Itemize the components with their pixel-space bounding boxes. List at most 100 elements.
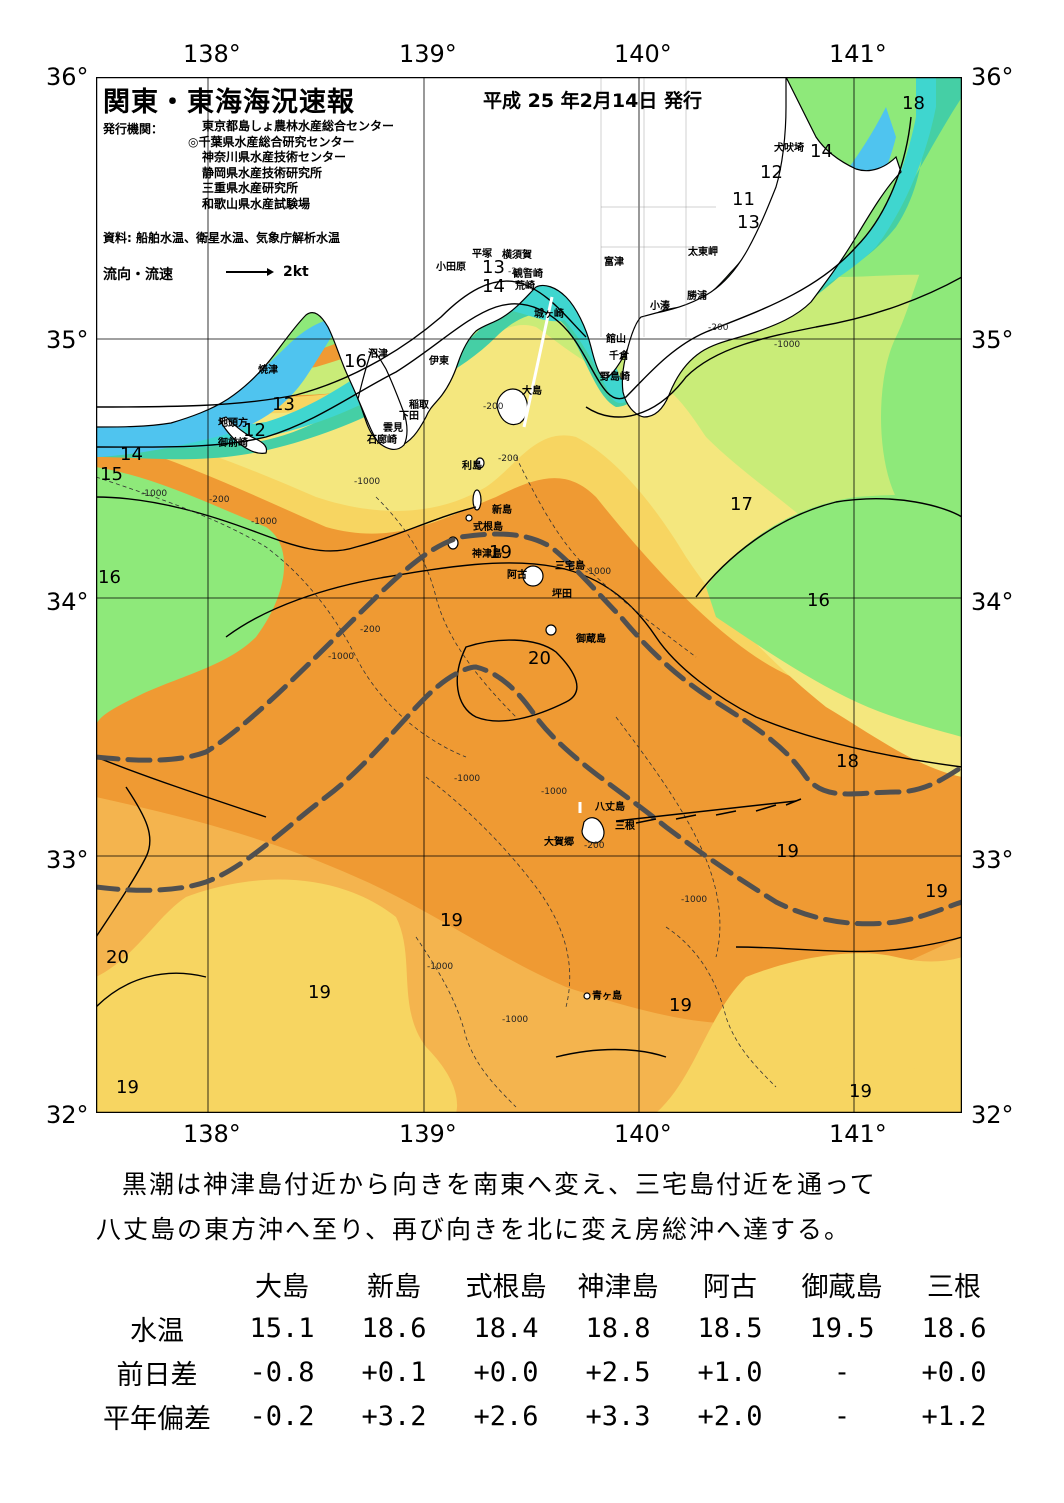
depth-label: -1000 bbox=[585, 567, 612, 577]
isotherm-label: 13 bbox=[272, 394, 295, 415]
band-yellow-green bbox=[96, 247, 962, 637]
latitude-tick-35-right: 35° bbox=[971, 326, 1014, 354]
longitude-tick-138: 138° bbox=[183, 40, 241, 68]
place-label-tsubota: 坪田 bbox=[552, 589, 572, 600]
isotherm-label: 18 bbox=[902, 93, 925, 114]
publisher-label: 発行機関： bbox=[103, 122, 164, 136]
isotherm-label: 13 bbox=[737, 212, 760, 233]
publisher-item: 和歌山県水産試験場 bbox=[202, 196, 311, 211]
isotherm-label: 19 bbox=[440, 910, 463, 931]
isotherm-label: 19 bbox=[776, 841, 799, 862]
isotherm-label: 18 bbox=[836, 751, 859, 772]
longitude-tick-139: 139° bbox=[399, 40, 457, 68]
sea-temperature-map-canvas bbox=[96, 77, 962, 1113]
depth-label: -1000 bbox=[681, 895, 708, 905]
place-label-kumomi: 雲見 bbox=[383, 423, 403, 434]
isotherm-label: 19 bbox=[489, 542, 512, 563]
depth-label: -1000 bbox=[427, 962, 454, 972]
place-label-numazu: 沼津 bbox=[368, 349, 388, 360]
isotherm-label: 16 bbox=[807, 590, 830, 611]
publisher-item: 神奈川県水産技術センター bbox=[202, 150, 347, 164]
place-label-oshima: 大島 bbox=[522, 386, 542, 397]
place-label-chikura: 千倉 bbox=[609, 351, 629, 362]
isotherm-label: 16 bbox=[98, 567, 121, 588]
isotherm-label: 19 bbox=[308, 982, 331, 1003]
table-cell: +1.0 bbox=[697, 1356, 763, 1388]
table-row: 平年偏差 -0.2 +3.2 +2.6 +3.3 +2.0 - +1.2 bbox=[88, 1394, 1010, 1438]
table-cell: +0.0 bbox=[921, 1356, 987, 1388]
table-header-row: 大島 新島 式根島 神津島 阿古 御蔵島 三根 bbox=[88, 1262, 1010, 1306]
island-mikurajima bbox=[545, 624, 557, 636]
place-label-taitomisaki: 太東岬 bbox=[688, 247, 718, 258]
place-label-kozushima: 神津島 bbox=[472, 549, 502, 560]
place-label-mikurajima: 御蔵島 bbox=[576, 634, 606, 645]
summary-line-2: 八丈島の東方沖へ至り、再び向きを北に変え房総沖へ達する。 bbox=[96, 1215, 852, 1244]
depth-label: -1000 bbox=[774, 340, 801, 350]
place-label-hiratsuka: 平塚 bbox=[472, 249, 492, 260]
latitude-tick-33-left: 33° bbox=[46, 846, 89, 874]
depth-label: -200 bbox=[209, 495, 230, 505]
depth-label: -1000 bbox=[328, 652, 355, 662]
publisher-item: ◎千葉県水産総合研究センター bbox=[188, 134, 355, 149]
island-hachijojima bbox=[581, 817, 605, 844]
isotherm-label: 12 bbox=[243, 420, 266, 441]
band-yellow-south bbox=[96, 879, 458, 1113]
latitude-tick-35-left: 35° bbox=[46, 326, 89, 354]
place-label-inatori: 稲取 bbox=[409, 400, 429, 411]
table-cell: +1.2 bbox=[921, 1400, 987, 1432]
depth-label: -200 bbox=[508, 267, 529, 277]
table-column-header: 阿古 bbox=[703, 1271, 757, 1303]
minor-graticule bbox=[600, 77, 716, 337]
table-cell: +0.1 bbox=[361, 1356, 427, 1388]
longitude-tick-141: 141° bbox=[829, 40, 887, 68]
data-sources: 資料: 船舶水温、衛星水温、気象庁解析水温 bbox=[103, 231, 340, 245]
table-cell: -0.2 bbox=[249, 1400, 315, 1432]
flow-legend-label: 流向・流速 bbox=[103, 267, 173, 283]
latitude-tick-34-right: 34° bbox=[971, 588, 1014, 616]
table-cell: - bbox=[833, 1400, 851, 1432]
isotherm-label: 11 bbox=[732, 189, 755, 210]
table-column-header: 大島 bbox=[255, 1271, 309, 1303]
place-label-aogashima: 青ヶ島 bbox=[592, 991, 622, 1002]
place-label-kannonzaki: 観音崎 bbox=[513, 269, 543, 280]
place-label-futtsu: 富津 bbox=[604, 257, 624, 268]
depth-label: -1000 bbox=[251, 517, 278, 527]
place-label-jogasaki: 城ヶ崎 bbox=[534, 309, 564, 320]
isotherm-label: 13 bbox=[482, 257, 505, 278]
table-cell: 18.5 bbox=[697, 1312, 763, 1344]
isobath-lines bbox=[96, 456, 777, 1108]
isotherm-label: 14 bbox=[120, 444, 143, 465]
table-row-header: 前日差 bbox=[116, 1359, 198, 1391]
table-column-header: 御蔵島 bbox=[801, 1271, 883, 1303]
summary-line-1: 黒潮は神津島付近から向きを南東へ変え、三宅島付近を通って bbox=[122, 1170, 877, 1199]
place-label-shimoda: 下田 bbox=[399, 411, 419, 422]
table-cell: - bbox=[833, 1356, 851, 1388]
table-cell: +2.5 bbox=[585, 1356, 651, 1388]
place-label-inubosaki: 犬吠埼 bbox=[774, 143, 804, 154]
table-row: 水温 15.1 18.6 18.4 18.8 18.5 19.5 18.6 bbox=[88, 1306, 1010, 1350]
place-label-katsuura: 勝浦 bbox=[687, 291, 707, 302]
place-label-nojimazaki: 野島崎 bbox=[600, 372, 630, 383]
land-omaezaki bbox=[219, 416, 268, 454]
place-label-yaizu: 焼津 bbox=[258, 365, 278, 376]
ship-track bbox=[522, 296, 582, 813]
sea-temperature-map: 犬吠埼 太東岬 勝浦 小湊 富津 横須賀 観音崎 平塚 小田原 荒崎 城ヶ崎 館… bbox=[96, 77, 962, 1113]
table-row-header: 水温 bbox=[130, 1315, 184, 1347]
depth-label: -1000 bbox=[354, 477, 381, 487]
place-label-arasaki: 荒崎 bbox=[515, 281, 535, 292]
map-border bbox=[96, 77, 962, 1113]
band-green-offshore bbox=[706, 494, 962, 737]
place-label-kominato: 小湊 bbox=[650, 301, 670, 312]
isotherm-lines bbox=[96, 116, 962, 1058]
issue-date: 平成 25 年2月14日 発行 bbox=[483, 90, 702, 112]
table-cell: 18.8 bbox=[585, 1312, 651, 1344]
table-row-header: 平年偏差 bbox=[103, 1403, 211, 1435]
depth-label: -1000 bbox=[541, 787, 568, 797]
isotherm-label: 14 bbox=[810, 141, 833, 162]
depth-label: -200 bbox=[483, 402, 504, 412]
table-cell: +2.6 bbox=[473, 1400, 539, 1432]
table-cell: +3.3 bbox=[585, 1400, 651, 1432]
map-title: 関東・東海海況速報 bbox=[103, 87, 355, 118]
place-label-shikinejima: 式根島 bbox=[473, 522, 503, 533]
table-cell: +3.2 bbox=[361, 1400, 427, 1432]
